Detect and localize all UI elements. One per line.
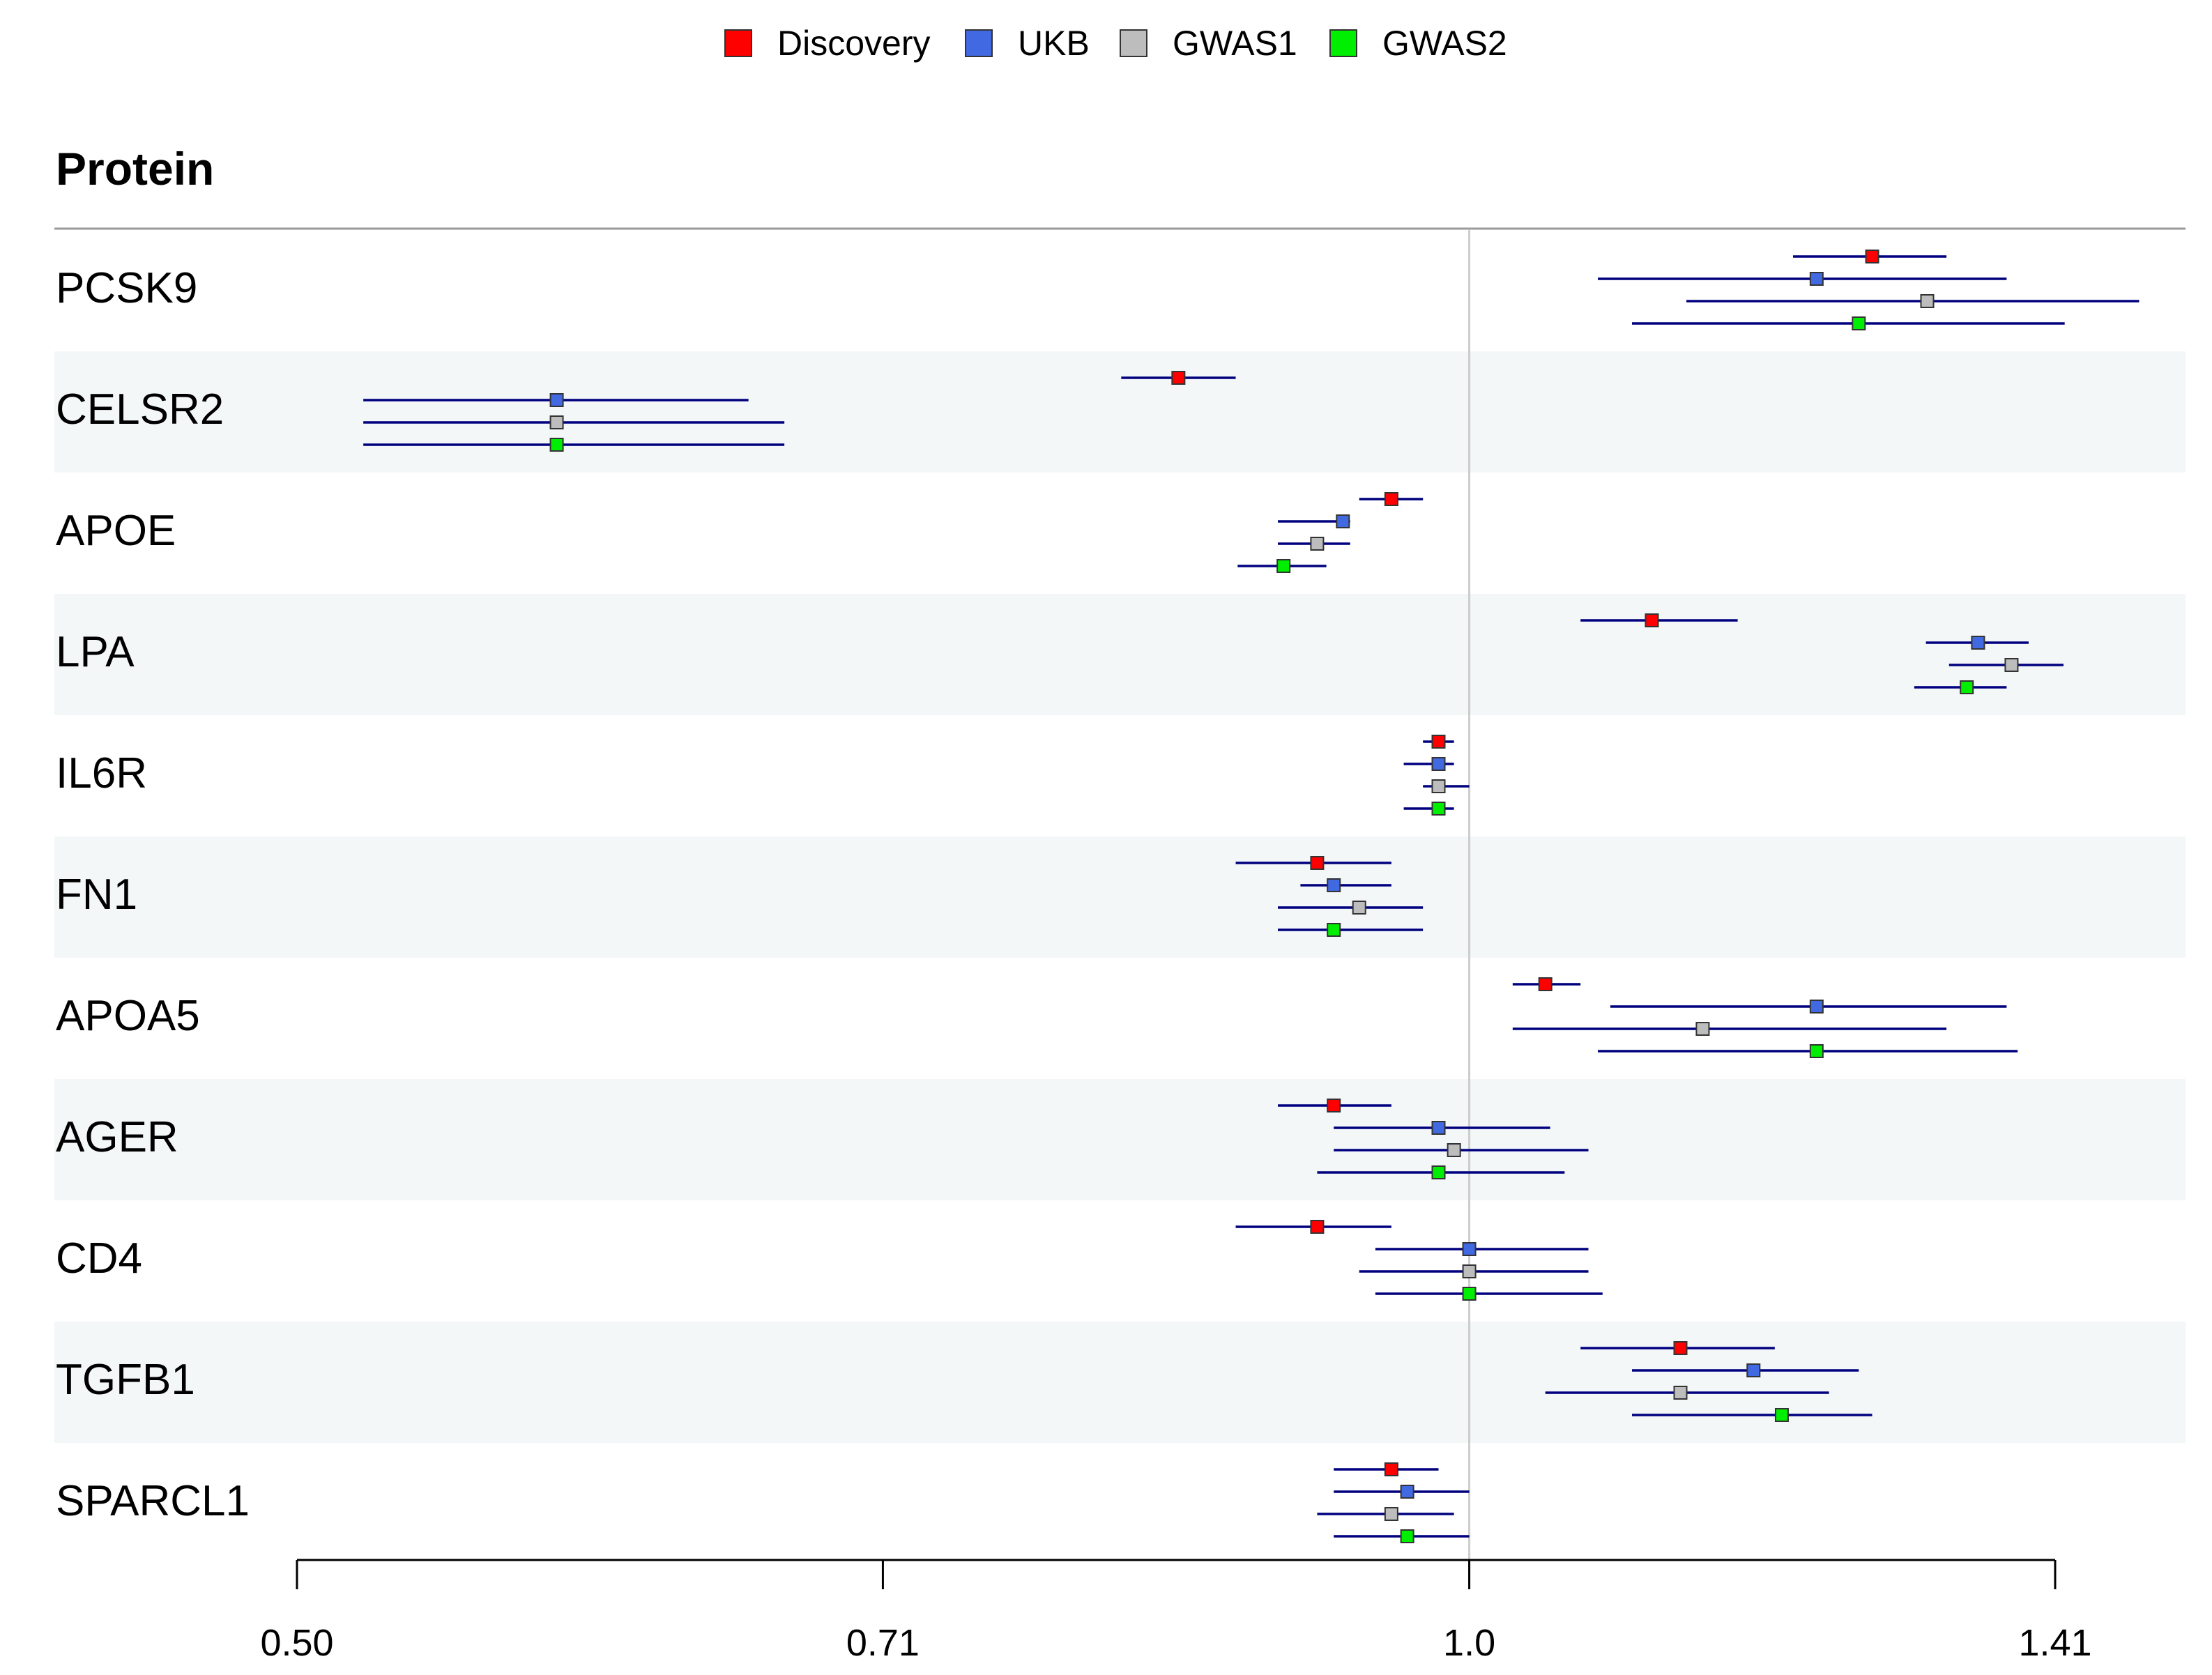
row-label: AGER (56, 1113, 178, 1161)
point-discovery (1384, 1462, 1398, 1476)
row-lpa: LPA (56, 613, 2064, 694)
row-label: CELSR2 (56, 385, 224, 434)
row-sparcl1: SPARCL1 (56, 1462, 1470, 1543)
row-label: SPARCL1 (56, 1477, 250, 1525)
point-gwas2 (549, 438, 564, 452)
row-pcsk9: PCSK9 (56, 250, 2139, 330)
row-celsr2: CELSR2 (56, 371, 1236, 452)
row-label: LPA (56, 628, 135, 676)
legend-label-gwas2: GWAS2 (1382, 24, 1507, 63)
column-header-protein: Protein (56, 143, 214, 194)
point-gwas2 (1327, 923, 1341, 937)
point-ukb (1746, 1363, 1761, 1377)
point-gwas2 (1276, 559, 1291, 573)
x-tick-label: 0.71 (846, 1622, 920, 1664)
row-band-tgfb1 (54, 1322, 2186, 1443)
point-discovery (1310, 1220, 1325, 1234)
row-label: APOE (56, 507, 176, 555)
point-gwas1 (1310, 537, 1325, 551)
point-discovery (1431, 735, 1446, 749)
point-gwas1 (1447, 1143, 1461, 1157)
point-discovery (1645, 613, 1659, 627)
point-ukb (1809, 1000, 1824, 1014)
point-ukb (1400, 1485, 1414, 1499)
x-tick-label: 0.50 (260, 1622, 333, 1664)
row-band-celsr2 (54, 351, 2186, 473)
point-gwas1 (1431, 779, 1446, 793)
point-discovery (1327, 1099, 1341, 1112)
legend-swatch-gwas2 (1329, 29, 1357, 57)
row-label: PCSK9 (56, 264, 197, 312)
point-gwas1 (549, 415, 564, 429)
row-cd4: CD4 (56, 1220, 1603, 1301)
legend-label-gwas1: GWAS1 (1173, 24, 1297, 63)
rows: PCSK9 CELSR2 APOE LPA IL6R FN1 APOA5 AGER CD4 TGF… (56, 250, 2139, 1543)
row-fn1: FN1 (56, 856, 1424, 937)
point-gwas2 (1462, 1287, 1477, 1301)
point-gwas1 (2004, 658, 2019, 672)
point-gwas2 (1400, 1529, 1414, 1543)
point-gwas1 (1673, 1386, 1688, 1400)
legend-swatch-gwas1 (1120, 29, 1147, 57)
point-gwas2 (1960, 680, 1974, 694)
point-gwas2 (1809, 1044, 1824, 1058)
point-gwas2 (1431, 1165, 1446, 1179)
point-ukb (1971, 636, 1985, 650)
point-gwas2 (1852, 316, 1866, 330)
point-gwas1 (1695, 1022, 1710, 1036)
row-band-ager (54, 1079, 2186, 1200)
row-band-lpa (54, 594, 2186, 715)
row-il6r: IL6R (56, 735, 1470, 816)
row-label: TGFB1 (56, 1356, 195, 1404)
point-ukb (549, 393, 564, 407)
row-band-fn1 (54, 836, 2186, 958)
point-ukb (1336, 514, 1350, 528)
legend-swatch-discovery (724, 29, 752, 57)
row-label: APOA5 (56, 992, 200, 1040)
point-gwas1 (1352, 901, 1366, 915)
point-ukb (1431, 757, 1446, 771)
point-gwas1 (1920, 294, 1935, 308)
legend-swatch-ukb (965, 29, 993, 57)
legend-label-ukb: UKB (1018, 24, 1090, 63)
legend-label-discovery: Discovery (777, 24, 930, 63)
point-gwas1 (1462, 1264, 1477, 1278)
row-label: IL6R (56, 749, 147, 797)
x-axis: 0.50 0.71 1.0 1.41 (260, 1559, 2092, 1664)
point-gwas2 (1774, 1408, 1789, 1422)
point-discovery (1384, 492, 1398, 506)
point-ukb (1327, 878, 1341, 892)
legend: Discovery UKB GWAS1 GWAS2 (724, 24, 1507, 63)
point-ukb (1431, 1121, 1446, 1135)
point-ukb (1462, 1242, 1477, 1256)
point-discovery (1673, 1341, 1688, 1355)
row-label: FN1 (56, 871, 137, 919)
point-gwas2 (1431, 802, 1446, 816)
point-ukb (1809, 272, 1824, 286)
point-gwas1 (1384, 1507, 1398, 1521)
point-discovery (1310, 856, 1325, 870)
row-bands (54, 351, 2186, 1443)
point-discovery (1171, 371, 1186, 385)
x-tick-label: 1.0 (1443, 1622, 1495, 1664)
row-ager: AGER (56, 1099, 1589, 1179)
point-discovery (1865, 250, 1879, 263)
row-label: CD4 (56, 1234, 142, 1283)
x-tick-label: 1.41 (2018, 1622, 2091, 1664)
row-tgfb1: TGFB1 (56, 1341, 1872, 1422)
row-apoa5: APOA5 (56, 977, 2018, 1058)
point-discovery (1538, 977, 1553, 991)
row-apoe: APOE (56, 492, 1424, 573)
